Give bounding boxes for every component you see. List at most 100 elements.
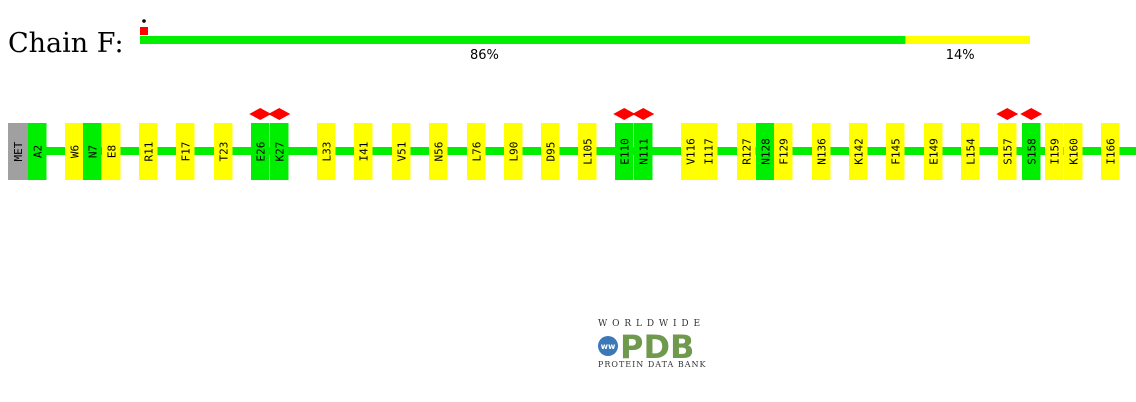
residue-cell: [1101, 123, 1120, 180]
residue-cell: [8, 123, 28, 180]
residue-cell: [504, 123, 523, 180]
residue-cell: [886, 123, 905, 180]
residue-K27: K27: [268, 108, 291, 180]
residue-label: N136: [815, 138, 828, 165]
residue-E26: E26: [249, 108, 272, 180]
residue-cell: [429, 123, 448, 180]
residue-label: N7: [86, 145, 99, 158]
residue-I41: I41: [354, 123, 373, 180]
residue-label: N111: [637, 138, 650, 165]
residue-N136: N136: [812, 123, 831, 180]
residue-cell: [251, 123, 270, 180]
residue-K160: K160: [1064, 123, 1083, 180]
residue-label: L105: [581, 138, 594, 165]
residue-label: N56: [432, 142, 445, 162]
residue-label: A2: [31, 145, 44, 158]
residue-L33: L33: [317, 123, 336, 180]
residue-F145: F145: [886, 123, 905, 180]
residue-cell: [812, 123, 831, 180]
residue-label: V51: [395, 142, 408, 162]
residue-E110: E110: [613, 108, 636, 180]
summary-good-label: 86%: [470, 48, 499, 63]
residue-cell: [83, 123, 102, 180]
residue-cell: [28, 123, 47, 180]
chain-quality-summary-bar: 86% 14%: [140, 19, 1030, 63]
residue-D95: D95: [541, 123, 560, 180]
residue-cell: [176, 123, 195, 180]
residue-label: E110: [618, 138, 631, 165]
residue-L90: L90: [504, 123, 523, 180]
residue-cell: [541, 123, 560, 180]
summary-warning-segment: [905, 36, 1030, 44]
residue-cell: [756, 123, 775, 180]
outlier-diamond-icon: [249, 108, 272, 120]
residue-cell: [102, 123, 121, 180]
residue-cell: [1064, 123, 1083, 180]
residue-label: K160: [1067, 138, 1080, 165]
residue-N111: N111: [632, 108, 655, 180]
residue-cell: [1022, 123, 1041, 180]
wwpdb-logo: W O R L D W I D E ww PDB PROTEIN DATA BA…: [596, 316, 756, 369]
summary-good-segment: [140, 36, 906, 44]
residue-A2: A2: [28, 123, 47, 180]
residue-V116: V116: [681, 123, 700, 180]
residue-E149: E149: [924, 123, 943, 180]
outlier-diamond-icon: [1020, 108, 1043, 120]
residue-E8: E8: [102, 123, 121, 180]
residue-I166: I166: [1101, 123, 1120, 180]
residue-label: L154: [964, 138, 977, 165]
residue-label: I117: [702, 138, 715, 165]
residue-MET: MET: [8, 123, 28, 180]
residue-label: F145: [889, 138, 902, 165]
residue-label: L90: [507, 142, 520, 162]
residue-N128: N128: [756, 123, 775, 180]
residue-F129: F129: [774, 123, 793, 180]
residue-label: N128: [759, 138, 772, 165]
residue-cell: [317, 123, 336, 180]
outlier-diamond-icon: [632, 108, 655, 120]
residue-cell: [392, 123, 411, 180]
residue-cell: [354, 123, 373, 180]
logo-globe-icon: [598, 336, 618, 356]
residue-label: K142: [852, 138, 865, 165]
residue-label: E26: [254, 142, 267, 162]
residue-label: S158: [1025, 138, 1038, 165]
residue-I117: I117: [699, 123, 718, 180]
residue-L154: L154: [961, 123, 980, 180]
outlier-diamond-icon: [613, 108, 636, 120]
residue-cell: [139, 123, 158, 180]
logo-bottom-text: PROTEIN DATA BANK: [598, 360, 706, 368]
chain-backbone: [8, 147, 1136, 155]
residue-label: S157: [1001, 138, 1014, 165]
residue-cell: [774, 123, 793, 180]
residue-cell: [681, 123, 700, 180]
residue-label: R11: [142, 142, 155, 162]
residue-cell: [65, 123, 84, 180]
residue-F17: F17: [176, 123, 195, 180]
residue-cell: [467, 123, 486, 180]
residue-cell: [1045, 123, 1064, 180]
residue-W6: W6: [65, 123, 84, 180]
residue-label: F129: [777, 138, 790, 165]
residue-R127: R127: [737, 123, 756, 180]
residue-T23: T23: [214, 123, 233, 180]
residue-cell: [615, 123, 634, 180]
residue-L105: L105: [578, 123, 597, 180]
residue-K142: K142: [849, 123, 868, 180]
residue-cell: [961, 123, 980, 180]
residue-label: MET: [12, 141, 25, 161]
residue-S158: S158: [1020, 108, 1043, 180]
residue-V51: V51: [392, 123, 411, 180]
residue-label: E149: [927, 138, 940, 165]
residue-cell: [737, 123, 756, 180]
residue-label: I159: [1048, 138, 1061, 165]
chain-label: Chain F:: [8, 28, 124, 59]
residue-cell: [849, 123, 868, 180]
residue-S157: S157: [996, 108, 1019, 180]
outlier-diamond-icon: [996, 108, 1019, 120]
residue-L76: L76: [467, 123, 486, 180]
residue-track: MET A2 W6 N7 E8 R11 F17 T23 E26 K27 L33 I41 V51 N56 L7…: [8, 108, 1136, 180]
residue-label: F17: [179, 142, 192, 162]
residue-label: K27: [273, 142, 286, 162]
residue-label: L76: [470, 142, 483, 162]
